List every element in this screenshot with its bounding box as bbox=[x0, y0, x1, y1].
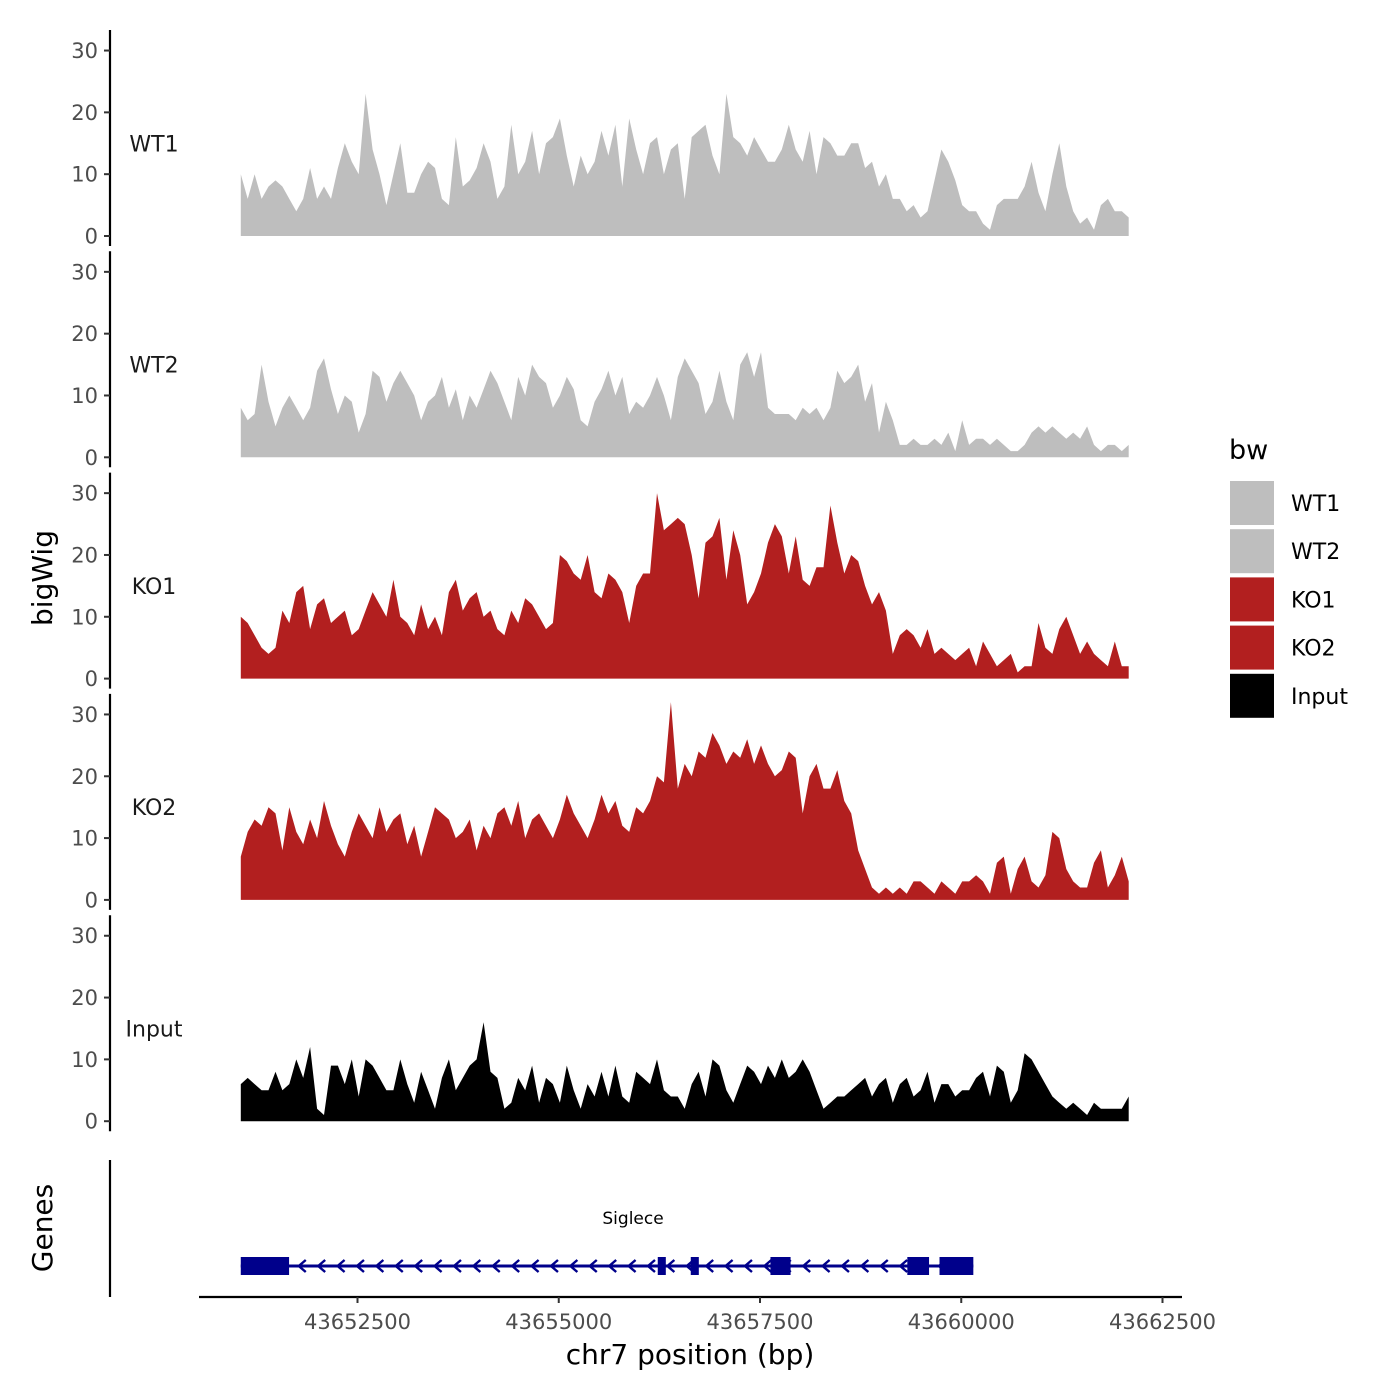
track-ko1: 0 10 20 30 KO1 bbox=[71, 472, 1129, 691]
signal-tracks: 0 10 20 30 WT1 0 10 20 30 WT2 0 10 20 30 KO1 0 10 20 30 KO2… bbox=[71, 30, 1129, 1134]
legend-label-input: Input bbox=[1291, 685, 1348, 710]
area-wt2 bbox=[240, 352, 1129, 458]
track-wt2: 0 10 20 30 WT2 bbox=[71, 251, 1129, 470]
legend-swatch-ko1 bbox=[1230, 577, 1274, 622]
y-tick-label: 30 bbox=[71, 260, 98, 284]
area-wt1 bbox=[240, 93, 1129, 236]
strand-arrow bbox=[529, 1259, 540, 1273]
strand-arrow bbox=[665, 1259, 676, 1273]
x-tick-label: 43660000 bbox=[908, 1310, 1015, 1334]
y-tick-label: 30 bbox=[71, 924, 98, 948]
strand-arrow bbox=[374, 1259, 385, 1273]
y-tick-label: 10 bbox=[71, 1048, 98, 1072]
y-tick-label: 20 bbox=[71, 543, 98, 567]
strand-arrow bbox=[704, 1259, 714, 1273]
strand-arrow bbox=[743, 1259, 753, 1273]
strand-arrow bbox=[335, 1259, 346, 1273]
y-tick-label: 0 bbox=[85, 446, 98, 470]
strand-arrow bbox=[490, 1259, 501, 1273]
track-wt1: 0 10 20 30 WT1 bbox=[71, 30, 1129, 249]
y-axis-title: bigWig bbox=[26, 530, 59, 626]
strand-arrow bbox=[801, 1259, 811, 1273]
strand-arrow bbox=[723, 1259, 734, 1273]
gene-exon bbox=[770, 1257, 791, 1275]
track-label-ko2: KO2 bbox=[132, 796, 177, 821]
strand-arrow bbox=[762, 1259, 773, 1273]
genes-axis-title: Genes bbox=[26, 1184, 59, 1272]
strand-arrow bbox=[510, 1259, 520, 1273]
y-tick-label: 0 bbox=[85, 667, 98, 691]
strand-arrow bbox=[316, 1259, 326, 1273]
legend: bw WT1 WT2 KO1 KO2 Input bbox=[1229, 435, 1348, 718]
gene-exon bbox=[240, 1257, 290, 1275]
gene-panel: Siglece bbox=[108, 1160, 974, 1297]
strand-arrow bbox=[296, 1259, 307, 1273]
legend-label-ko2: KO2 bbox=[1291, 637, 1336, 662]
x-axis-title: chr7 position (bp) bbox=[566, 1338, 815, 1371]
strand-arrow bbox=[471, 1259, 482, 1273]
x-tick-label: 43657500 bbox=[707, 1310, 814, 1334]
y-tick-label: 10 bbox=[71, 605, 98, 629]
strand-arrow bbox=[898, 1259, 908, 1273]
y-tick-label: 10 bbox=[71, 163, 98, 187]
legend-swatch-wt2 bbox=[1230, 529, 1274, 574]
strand-arrow bbox=[859, 1259, 870, 1273]
x-tick-label: 43652500 bbox=[304, 1310, 411, 1334]
strand-arrow bbox=[432, 1259, 443, 1273]
strand-arrow bbox=[568, 1259, 579, 1273]
gene-exon bbox=[907, 1257, 930, 1275]
y-tick-label: 20 bbox=[71, 322, 98, 346]
area-ko1 bbox=[240, 493, 1129, 679]
y-tick-label: 0 bbox=[85, 888, 98, 912]
strand-arrow bbox=[607, 1259, 617, 1273]
x-tick-label: 43655000 bbox=[505, 1310, 612, 1334]
y-tick-label: 20 bbox=[71, 101, 98, 125]
y-tick-label: 10 bbox=[71, 827, 98, 851]
y-tick-label: 20 bbox=[71, 765, 98, 789]
strand-arrow bbox=[840, 1259, 850, 1273]
strand-arrow bbox=[820, 1259, 831, 1273]
gene-label: Siglece bbox=[602, 1209, 663, 1229]
y-tick-label: 0 bbox=[85, 225, 98, 249]
area-input bbox=[240, 1022, 1129, 1122]
y-tick-label: 20 bbox=[71, 986, 98, 1010]
legend-label-wt2: WT2 bbox=[1291, 540, 1340, 565]
y-tick-label: 10 bbox=[71, 384, 98, 408]
strand-arrow bbox=[393, 1259, 404, 1273]
legend-title: bw bbox=[1229, 435, 1268, 466]
x-axis: 43652500 43655000 43657500 43660000 43662500 bbox=[199, 1295, 1216, 1334]
legend-label-ko1: KO1 bbox=[1291, 588, 1336, 613]
gene-exon bbox=[690, 1257, 699, 1275]
y-tick-label: 30 bbox=[71, 39, 98, 63]
track-ko2: 0 10 20 30 KO2 bbox=[71, 693, 1129, 912]
track-label-wt1: WT1 bbox=[129, 132, 178, 157]
strand-arrow bbox=[646, 1259, 656, 1273]
track-label-input: Input bbox=[126, 1017, 183, 1042]
gene-exon bbox=[657, 1257, 666, 1275]
track-input: 0 10 20 30 Input bbox=[71, 915, 1129, 1134]
legend-swatch-ko2 bbox=[1230, 625, 1274, 670]
area-ko2 bbox=[240, 702, 1129, 900]
track-label-ko1: KO1 bbox=[132, 575, 177, 600]
x-tick-label: 43662500 bbox=[1109, 1310, 1216, 1334]
strand-arrow bbox=[878, 1259, 889, 1273]
legend-swatch-input bbox=[1230, 673, 1274, 718]
y-tick-label: 30 bbox=[71, 703, 98, 727]
y-tick-label: 30 bbox=[71, 482, 98, 506]
strand-arrow bbox=[355, 1259, 365, 1273]
strand-arrow bbox=[626, 1259, 637, 1273]
strand-arrow bbox=[549, 1259, 559, 1273]
strand-arrow bbox=[587, 1259, 598, 1273]
gene-exon bbox=[939, 1257, 974, 1275]
strand-arrow bbox=[413, 1259, 423, 1273]
track-label-wt2: WT2 bbox=[129, 354, 178, 379]
legend-label-wt1: WT1 bbox=[1291, 492, 1340, 517]
y-tick-label: 0 bbox=[85, 1110, 98, 1134]
strand-arrow bbox=[452, 1259, 462, 1273]
legend-swatch-wt1 bbox=[1230, 481, 1274, 525]
